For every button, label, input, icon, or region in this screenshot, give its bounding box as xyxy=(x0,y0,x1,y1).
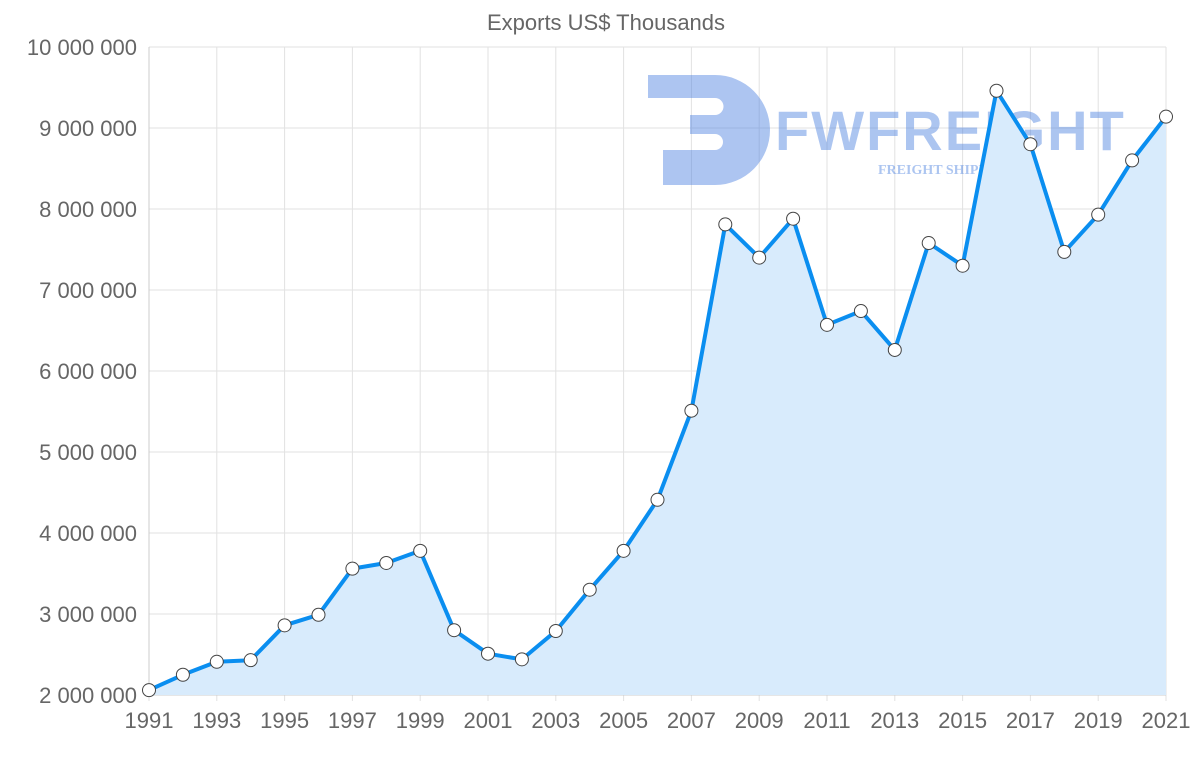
x-tick-label: 2013 xyxy=(870,708,919,733)
data-point-1993[interactable] xyxy=(209,654,224,669)
data-point-2007[interactable] xyxy=(684,403,699,418)
x-tick-label: 2001 xyxy=(464,708,513,733)
x-tick-label: 2011 xyxy=(803,708,850,733)
data-point-2002[interactable] xyxy=(514,652,529,667)
data-point-2012[interactable] xyxy=(853,304,868,319)
data-point-2013[interactable] xyxy=(887,342,902,357)
data-point-2015[interactable] xyxy=(955,258,970,273)
data-point-2006[interactable] xyxy=(650,492,665,507)
data-point-2001[interactable] xyxy=(481,646,495,661)
x-tick-label: 1995 xyxy=(260,708,309,733)
data-point-2011[interactable] xyxy=(820,317,834,332)
y-tick-label: 5 000 000 xyxy=(39,440,137,465)
x-tick-label: 2015 xyxy=(938,708,987,733)
data-point-1991[interactable] xyxy=(142,683,156,698)
data-point-1996[interactable] xyxy=(311,607,326,622)
data-point-2020[interactable] xyxy=(1125,153,1140,168)
data-point-2000[interactable] xyxy=(447,623,462,638)
y-tick-label: 8 000 000 xyxy=(39,197,137,222)
x-tick-label: 1997 xyxy=(328,708,377,733)
y-tick-label: 6 000 000 xyxy=(39,359,137,384)
x-tick-label: 2017 xyxy=(1006,708,1055,733)
data-point-1997[interactable] xyxy=(345,561,360,576)
data-point-2014[interactable] xyxy=(921,236,936,251)
data-point-2016[interactable] xyxy=(989,83,1004,98)
x-tick-label: 1999 xyxy=(396,708,445,733)
data-point-2009[interactable] xyxy=(752,250,767,265)
x-tick-label: 2019 xyxy=(1074,708,1123,733)
y-tick-label: 3 000 000 xyxy=(39,602,137,627)
data-point-2010[interactable] xyxy=(786,211,801,226)
area-fill xyxy=(149,90,1166,695)
data-point-1994[interactable] xyxy=(243,653,258,668)
x-tick-label: 1993 xyxy=(192,708,241,733)
y-tick-label: 2 000 000 xyxy=(39,683,137,708)
y-tick-label: 4 000 000 xyxy=(39,521,137,546)
x-tick-label: 2021 xyxy=(1142,708,1191,733)
data-point-2017[interactable] xyxy=(1023,137,1038,152)
data-point-1995[interactable] xyxy=(277,618,292,633)
x-tick-label: 2007 xyxy=(667,708,716,733)
x-tick-label: 1991 xyxy=(125,708,174,733)
data-point-2018[interactable] xyxy=(1057,244,1072,259)
data-point-1992[interactable] xyxy=(175,667,190,682)
y-tick-label: 10 000 000 xyxy=(27,35,137,60)
data-point-1998[interactable] xyxy=(379,555,394,570)
data-point-1999[interactable] xyxy=(413,543,428,558)
data-point-2004[interactable] xyxy=(582,582,597,597)
watermark-logo: FWFREIGHT FREIGHT SHIPPING xyxy=(648,75,1126,185)
y-tick-label: 9 000 000 xyxy=(39,116,137,141)
data-point-2005[interactable] xyxy=(616,543,631,558)
data-point-2008[interactable] xyxy=(718,217,733,232)
data-point-2019[interactable] xyxy=(1091,207,1106,222)
chart-title: Exports US$ Thousands xyxy=(487,10,725,35)
x-tick-label: 2003 xyxy=(531,708,580,733)
x-tick-label: 2005 xyxy=(599,708,648,733)
data-points xyxy=(142,83,1173,698)
data-point-2021[interactable] xyxy=(1159,109,1173,124)
data-point-2003[interactable] xyxy=(548,624,563,639)
x-tick-label: 2009 xyxy=(735,708,784,733)
svg-text:FWFREIGHT: FWFREIGHT xyxy=(775,99,1126,162)
y-tick-label: 7 000 000 xyxy=(39,278,137,303)
